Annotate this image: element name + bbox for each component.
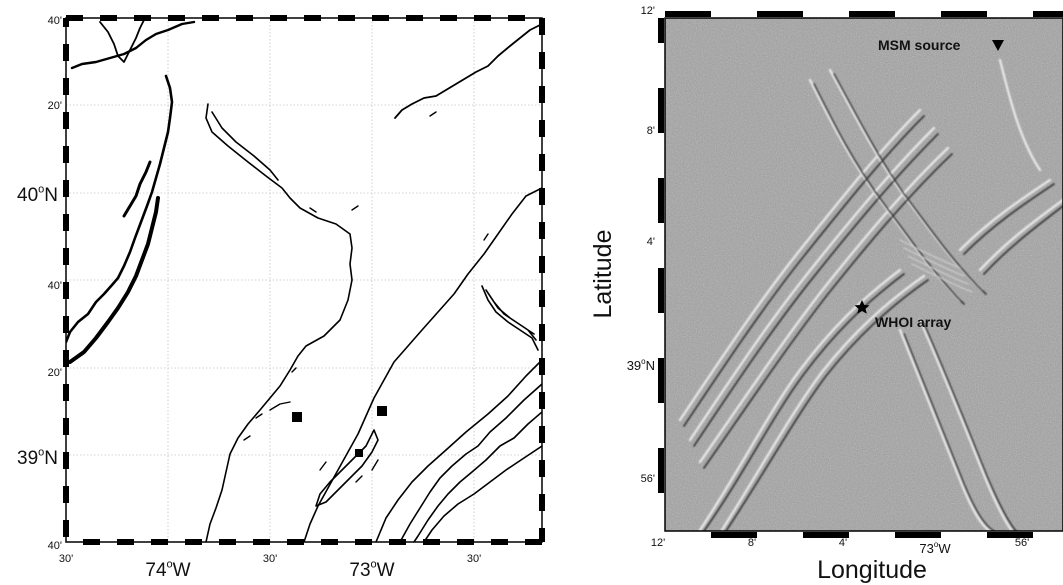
tick-label: 40oN	[17, 183, 58, 206]
source-triangle-marker	[992, 40, 1004, 51]
tick-label: 8'	[748, 537, 756, 549]
shelf-break-isobath	[303, 187, 542, 542]
slope-isobath	[399, 383, 542, 542]
slope-isobath	[423, 445, 542, 542]
tick-label: 30'	[467, 553, 481, 565]
tick-label: 56'	[1015, 537, 1029, 549]
right-lat-labels: 12' 8' 4' 39oN 56'	[627, 5, 655, 485]
tick-label: 20'	[48, 100, 62, 112]
left-lon-labels: 30' 74oW 30' 73oW 30'	[59, 553, 481, 581]
msm-source-label: MSM source	[878, 37, 961, 53]
tick-label: 73oW	[919, 540, 951, 556]
tick-label: 39oN	[17, 446, 58, 469]
tick-label: 40'	[48, 15, 62, 27]
array-star-marker	[854, 300, 870, 314]
square-marker	[292, 412, 302, 422]
coastline-long-island	[99, 19, 145, 63]
internal-wave-packets	[678, 58, 1063, 531]
coastline	[66, 74, 174, 344]
slope-isobath	[413, 411, 542, 542]
canyon-contour	[481, 285, 539, 351]
shoal	[243, 111, 489, 483]
tick-label: 40'	[48, 280, 62, 292]
tick-label: 12'	[641, 5, 655, 17]
tick-label: 4'	[647, 236, 655, 248]
tick-label: 4'	[839, 537, 847, 549]
whoi-array-label: WHOI array	[875, 314, 951, 330]
shelf-contour	[205, 103, 353, 542]
coastline-barrier-island	[122, 160, 152, 218]
tick-label: 12'	[651, 537, 665, 549]
square-marker	[355, 449, 363, 457]
coastline-barrier-island	[68, 196, 160, 364]
coastline-long-island	[70, 20, 196, 70]
tick-label: 73oW	[349, 558, 394, 581]
tick-label: 20'	[48, 367, 62, 379]
tick-label: 39oN	[627, 357, 655, 373]
tick-label: 30'	[263, 553, 277, 565]
x-axis-title: Longitude	[817, 556, 927, 584]
right-map-panel: MSM source WHOI array Latitude Longitude…	[589, 5, 1063, 584]
right-map-frame	[658, 11, 1063, 538]
left-map-markers	[292, 406, 387, 457]
left-lat-labels: 40' 20' 40oN 40' 20' 39oN 40'	[17, 15, 62, 552]
tick-label: 74oW	[145, 558, 190, 581]
y-axis-title: Latitude	[589, 230, 617, 319]
tick-label: 8'	[647, 125, 655, 137]
tick-label: 40'	[48, 540, 62, 552]
sar-image-speckle	[665, 18, 1063, 531]
square-marker	[377, 406, 387, 416]
left-map-frame	[63, 15, 545, 545]
right-lon-labels: 12' 8' 4' 73oW 56'	[651, 537, 1029, 556]
tick-label: 30'	[59, 553, 73, 565]
tick-label: 56'	[641, 473, 655, 485]
coastline-connecticut	[394, 23, 542, 119]
slope-isobath	[375, 359, 542, 542]
whoi-array-annotation: WHOI array	[854, 300, 951, 330]
left-map-gridlines	[66, 18, 542, 542]
msm-source-annotation: MSM source	[878, 37, 1004, 53]
canyon-contour	[315, 429, 379, 507]
shelf-contour	[211, 111, 279, 181]
